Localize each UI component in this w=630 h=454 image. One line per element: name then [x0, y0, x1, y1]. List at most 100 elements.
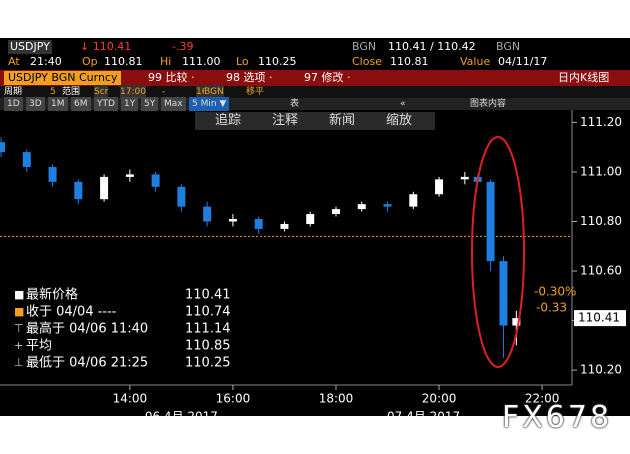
- legend-label: 收于 04/04 ----: [26, 305, 117, 320]
- period-button[interactable]: 6M: [71, 97, 91, 111]
- setting[interactable]: 移平: [246, 87, 265, 97]
- chart: 110.20110.40110.60110.80111.00111.2014:0…: [0, 110, 630, 416]
- period-button[interactable]: 5 Min ▼: [189, 97, 230, 111]
- candle-body: [48, 166, 57, 182]
- legend-value: 110.41: [185, 288, 231, 303]
- candle-body: [22, 152, 31, 167]
- setting[interactable]: -: [162, 87, 166, 97]
- quote-value: 110.81: [104, 55, 143, 68]
- period-button[interactable]: YTD: [94, 97, 118, 111]
- ticker: USDJPY: [8, 40, 52, 54]
- date-label: 06 4月 2017: [145, 410, 218, 417]
- legend-symbol: ⊤: [14, 322, 24, 335]
- legend-value: 111.14: [185, 322, 231, 337]
- candle-body: [100, 176, 109, 200]
- quote-value: 04/11/17: [498, 55, 548, 68]
- quote-label: Lo: [236, 55, 249, 68]
- side-button[interactable]: 图表内容: [470, 99, 507, 109]
- candle-body: [0, 142, 6, 153]
- ask-source: BGN: [496, 40, 521, 53]
- legend-value: 110.85: [185, 339, 231, 354]
- candle-body: [486, 181, 495, 262]
- legend-label: 最高于 04/06 11:40: [26, 321, 148, 337]
- y-tick-label: 110.20: [580, 363, 622, 377]
- setting[interactable]: Scr: [94, 85, 109, 99]
- y-tick-label: 110.60: [580, 264, 622, 278]
- candle-body: [409, 194, 418, 207]
- security-name[interactable]: USDJPY BGN Curncy: [4, 71, 122, 85]
- side-button[interactable]: 表: [290, 99, 300, 109]
- date-label: 07 4月 2017: [387, 410, 460, 417]
- setting[interactable]: 范围: [62, 87, 81, 97]
- legend-label: 最低于 04/06 21:25: [26, 356, 148, 371]
- quote-value: 21:40: [30, 55, 62, 68]
- x-tick-label: 14:00: [113, 392, 148, 406]
- setting[interactable]: 5: [50, 87, 56, 97]
- net-change: -.39: [172, 40, 194, 53]
- chart-menu-item[interactable]: 新闻: [329, 113, 356, 128]
- candle-body: [74, 181, 83, 200]
- highlight-circle: [471, 136, 525, 368]
- x-tick-label: 20:00: [422, 392, 457, 406]
- legend-symbol: +: [14, 339, 23, 352]
- quote-label: At: [8, 55, 20, 68]
- quote-header: [0, 38, 630, 70]
- x-tick-label: 16:00: [216, 392, 251, 406]
- chart-menu-item[interactable]: 追踪: [215, 113, 242, 128]
- legend-value: 110.74: [185, 305, 231, 320]
- candle-body: [383, 204, 392, 207]
- candle-body: [203, 206, 212, 222]
- setting: 周期: [4, 87, 23, 97]
- bid-ask: 110.41 / 110.42: [388, 40, 476, 53]
- candle-body: [254, 219, 263, 229]
- candle-body: [460, 176, 469, 180]
- quote-value: 111.00: [182, 55, 221, 68]
- change-absolute: -0.33: [536, 301, 567, 315]
- period-button[interactable]: 1M: [48, 97, 68, 111]
- menu-item[interactable]: 99 比较 ·: [148, 71, 195, 84]
- y-tick-label: 110.80: [580, 214, 622, 228]
- candle-body: [177, 186, 186, 207]
- legend-symbol: ■: [14, 288, 24, 301]
- legend-label: 最新价格: [26, 287, 78, 303]
- quote-label: Hi: [160, 55, 172, 68]
- candle-body: [331, 209, 340, 215]
- last-price-box: [574, 310, 626, 327]
- setting[interactable]: BGN: [204, 85, 224, 99]
- legend-symbol: ⊥: [14, 356, 24, 369]
- candle-body: [435, 179, 444, 195]
- y-tick-label: 111.00: [580, 164, 622, 178]
- period-button[interactable]: 1Y: [121, 97, 139, 111]
- candle-body: [151, 174, 160, 187]
- candle-body: [499, 261, 508, 326]
- quote-value: 110.81: [390, 55, 429, 68]
- menu-bar: [0, 70, 630, 86]
- setting[interactable]: 17:00: [120, 85, 146, 99]
- last-price: ↓ 110.41: [80, 40, 132, 53]
- menu-item[interactable]: 97 修改 ·: [304, 71, 351, 84]
- side-button[interactable]: «: [400, 99, 406, 109]
- menu-item[interactable]: 98 选项 ·: [226, 71, 273, 84]
- period-button[interactable]: Max: [161, 97, 186, 111]
- legend-background: [10, 284, 235, 374]
- x-tick-label: 18:00: [319, 392, 354, 406]
- candle-body: [125, 174, 134, 177]
- candle-body: [228, 219, 237, 222]
- period-button[interactable]: 1D: [4, 97, 23, 111]
- candle-body: [306, 214, 315, 224]
- change-percent: -0.30%: [534, 285, 576, 299]
- period-button[interactable]: 3D: [26, 97, 45, 111]
- x-tick-label: 22:00: [525, 392, 560, 406]
- last-price-label: 110.41: [578, 311, 620, 325]
- chart-name: 日内K线图: [558, 71, 610, 84]
- candle-body: [280, 223, 289, 229]
- y-tick-label: 111.20: [580, 115, 622, 129]
- chart-menu-item[interactable]: 缩放: [386, 113, 413, 128]
- legend-value: 110.25: [185, 356, 231, 371]
- period-button[interactable]: 5Y: [141, 97, 159, 111]
- quote-label: Value: [460, 55, 491, 68]
- legend-symbol: ■: [14, 305, 24, 318]
- candle-body: [357, 204, 366, 210]
- chart-menu-item[interactable]: 注释: [272, 113, 299, 128]
